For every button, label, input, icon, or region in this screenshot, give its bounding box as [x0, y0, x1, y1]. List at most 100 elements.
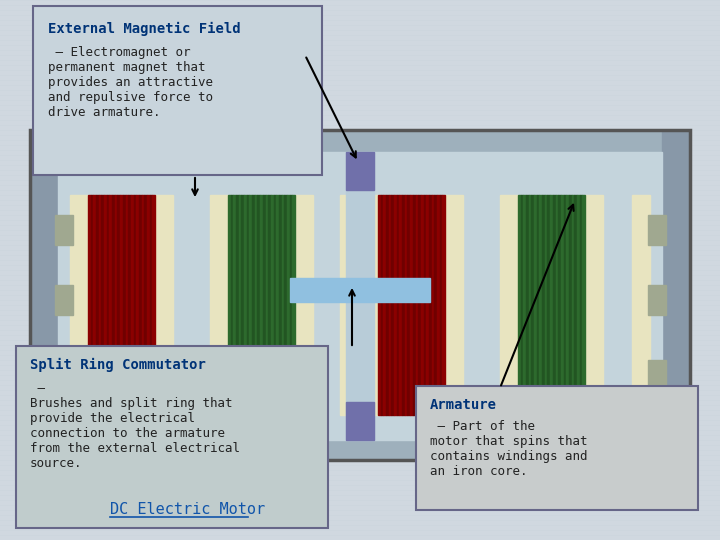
Bar	[268, 195, 271, 415]
Bar	[249, 195, 252, 415]
Bar	[266, 195, 268, 415]
Bar	[147, 195, 150, 415]
Text: DC Electric Motor: DC Electric Motor	[110, 503, 265, 517]
Bar	[534, 195, 537, 415]
Bar	[252, 195, 255, 415]
Bar	[408, 195, 410, 415]
Bar	[102, 195, 104, 415]
Bar	[582, 195, 585, 415]
Bar	[383, 195, 386, 415]
Bar	[144, 195, 147, 415]
Bar	[287, 195, 289, 415]
Bar	[523, 195, 526, 415]
Bar	[346, 402, 374, 440]
Bar	[569, 195, 572, 415]
Bar	[340, 195, 358, 415]
Bar	[134, 195, 136, 415]
Bar	[394, 195, 397, 415]
Bar	[260, 195, 263, 415]
Bar	[282, 195, 284, 415]
Bar	[289, 195, 292, 415]
Text: –
Brushes and split ring that
provide the electrical
connection to the armature
: – Brushes and split ring that provide th…	[30, 382, 240, 470]
Bar	[402, 195, 405, 415]
Bar	[445, 195, 463, 415]
Bar	[247, 195, 249, 415]
Bar	[426, 195, 429, 415]
Bar	[381, 195, 383, 415]
Bar	[241, 195, 244, 415]
Bar	[440, 195, 442, 415]
Text: – Electromagnet or
permanent magnet that
provides an attractive
and repulsive fo: – Electromagnet or permanent magnet that…	[48, 46, 213, 119]
Bar	[55, 215, 73, 245]
Bar	[648, 285, 666, 315]
Bar	[276, 195, 279, 415]
Bar	[255, 195, 258, 415]
Bar	[139, 195, 142, 415]
Bar	[437, 195, 440, 415]
Bar	[556, 195, 558, 415]
Bar	[526, 195, 528, 415]
Bar	[648, 215, 666, 245]
Bar	[378, 195, 381, 415]
Bar	[400, 195, 402, 415]
Bar	[284, 195, 287, 415]
Bar	[30, 130, 690, 460]
Text: Armature: Armature	[430, 398, 497, 412]
Bar	[279, 195, 282, 415]
Bar	[70, 195, 88, 415]
Bar	[233, 195, 236, 415]
Bar	[632, 195, 650, 415]
Bar	[572, 195, 575, 415]
Bar	[346, 152, 374, 440]
Bar	[30, 130, 58, 460]
Bar	[271, 195, 274, 415]
Bar	[236, 195, 239, 415]
Bar	[295, 195, 313, 415]
Bar	[239, 195, 241, 415]
Bar	[577, 195, 580, 415]
Bar	[561, 195, 564, 415]
Bar	[585, 195, 603, 415]
Bar	[30, 130, 690, 460]
Bar	[58, 152, 662, 440]
Bar	[434, 195, 437, 415]
Bar	[131, 195, 134, 415]
Bar	[55, 285, 73, 315]
Text: External Magnetic Field: External Magnetic Field	[48, 22, 240, 36]
Bar	[290, 278, 430, 302]
Bar	[545, 195, 547, 415]
Bar	[107, 195, 109, 415]
Bar	[155, 195, 173, 415]
Bar	[99, 195, 102, 415]
Bar	[392, 195, 394, 415]
Bar	[415, 195, 418, 415]
Bar	[274, 195, 276, 415]
Bar	[575, 195, 577, 415]
Bar	[88, 195, 91, 415]
Bar	[528, 195, 531, 415]
Bar	[558, 195, 561, 415]
Bar	[228, 195, 230, 415]
Bar	[553, 195, 556, 415]
Text: Split Ring Commutator: Split Ring Commutator	[30, 358, 206, 372]
Bar	[550, 195, 553, 415]
Bar	[30, 438, 690, 460]
Bar	[30, 130, 690, 152]
Bar	[150, 195, 153, 415]
Bar	[405, 195, 408, 415]
Bar	[91, 195, 94, 415]
Bar	[418, 195, 421, 415]
Bar	[153, 195, 155, 415]
Bar	[360, 195, 378, 415]
Bar	[258, 195, 260, 415]
Bar	[539, 195, 542, 415]
Bar	[109, 195, 112, 415]
Bar	[648, 360, 666, 390]
Bar	[518, 195, 521, 415]
Bar	[531, 195, 534, 415]
Bar	[125, 195, 128, 415]
Bar	[500, 195, 518, 415]
Bar	[112, 195, 114, 415]
Bar	[429, 195, 431, 415]
Bar	[94, 195, 96, 415]
